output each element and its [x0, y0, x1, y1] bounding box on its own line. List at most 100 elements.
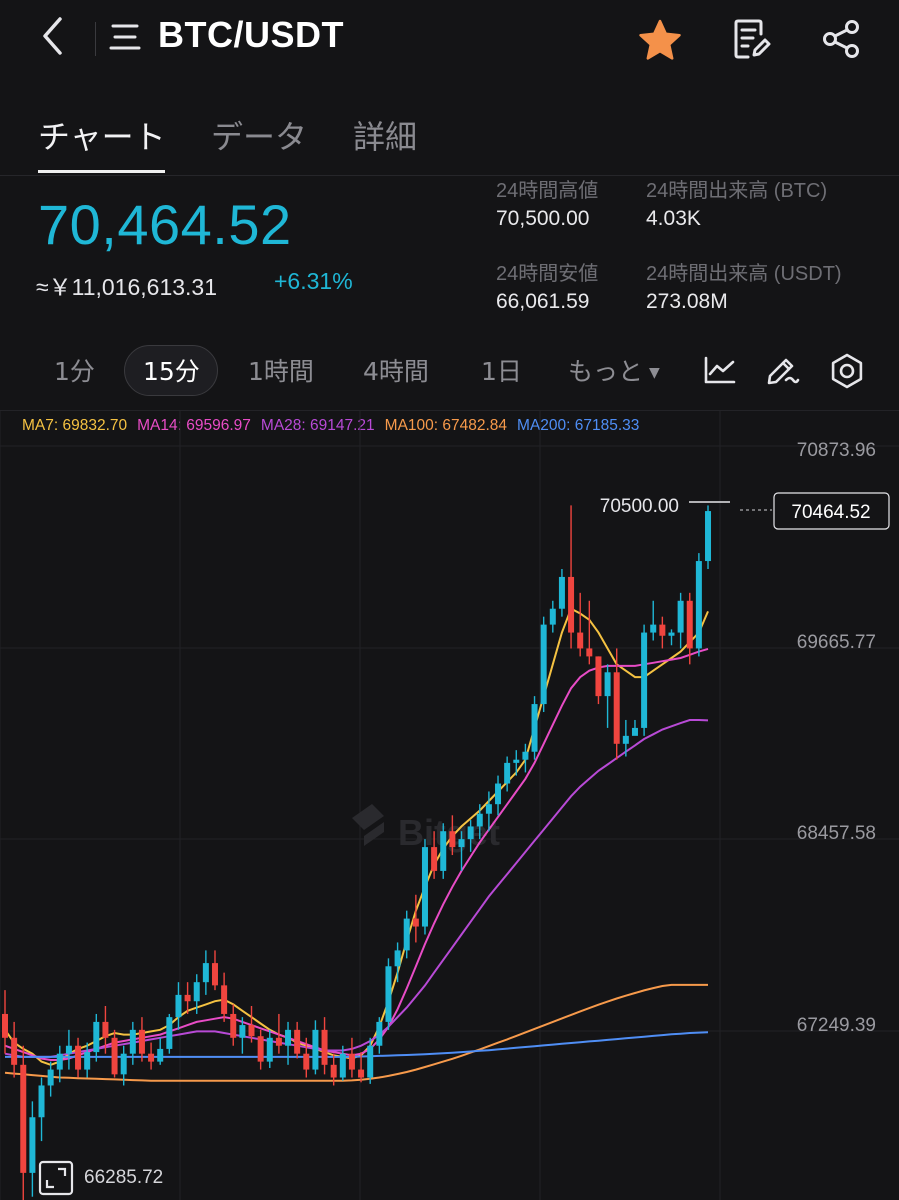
- candle: [221, 972, 228, 1022]
- ma-line-ma14: [4, 647, 709, 1061]
- candle-body: [221, 985, 228, 1014]
- candle: [294, 1021, 301, 1059]
- interval-1d[interactable]: 1日: [481, 357, 522, 386]
- candle: [148, 1042, 155, 1070]
- candle-body: [312, 1029, 319, 1070]
- candle: [47, 1061, 54, 1097]
- chart-fullscreen-icon[interactable]: [38, 1160, 74, 1196]
- candle-body: [211, 963, 218, 986]
- candle-body: [504, 762, 511, 784]
- candle-body: [449, 831, 456, 848]
- tabs-divider: [0, 175, 899, 176]
- candle-body: [348, 1053, 355, 1070]
- edit-note-icon[interactable]: [728, 16, 774, 62]
- candle-body: [184, 994, 191, 1002]
- candle-body: [622, 735, 629, 744]
- candle: [339, 1045, 346, 1081]
- candle-body: [266, 1037, 273, 1062]
- interval-1h[interactable]: 1時間: [248, 357, 314, 386]
- tab-details[interactable]: 詳細: [353, 118, 418, 156]
- candle: [540, 616, 547, 713]
- candle-body: [102, 1021, 109, 1038]
- candle: [641, 624, 648, 736]
- tab-chart[interactable]: チャート: [38, 118, 166, 156]
- settings-gear-icon[interactable]: [826, 350, 868, 392]
- candle-body: [431, 847, 438, 871]
- candlestick-chart[interactable]: Bitget 70873.96 69665.77 68457.58 67249.…: [0, 411, 899, 1200]
- candle-body: [193, 982, 200, 1002]
- candle: [668, 629, 675, 646]
- volume-usdt-value: 273.08M: [646, 290, 728, 313]
- candle: [93, 1013, 100, 1062]
- candle: [84, 1042, 91, 1078]
- interval-active-pill: [124, 345, 218, 396]
- candle-body: [303, 1053, 310, 1070]
- chart-top-border: [0, 410, 899, 411]
- candle-body: [485, 804, 492, 814]
- candle: [120, 1045, 127, 1086]
- low-marker-label: 66285.72: [84, 1167, 163, 1188]
- candle-body: [38, 1085, 45, 1118]
- candle-body: [421, 847, 428, 927]
- candle: [303, 1037, 310, 1078]
- candle-body: [175, 994, 182, 1018]
- candle-body: [705, 511, 712, 562]
- candle: [2, 990, 8, 1054]
- candle-body: [467, 826, 474, 840]
- candle: [412, 894, 419, 943]
- y-tick-label: 70873.96: [797, 440, 876, 461]
- candle-body: [148, 1053, 155, 1062]
- candle: [239, 1017, 246, 1054]
- candle: [650, 600, 657, 641]
- candle: [705, 505, 712, 569]
- candle: [75, 1037, 82, 1078]
- candle: [11, 1021, 18, 1078]
- ma200-legend: MA200: 67185.33: [517, 417, 640, 434]
- candle-body: [120, 1053, 127, 1075]
- indicator-line-icon[interactable]: [700, 350, 740, 390]
- header-divider: [95, 22, 96, 56]
- candle-body: [403, 918, 410, 951]
- interval-1m[interactable]: 1分: [54, 357, 95, 386]
- candle-body: [522, 751, 529, 760]
- candle: [330, 1053, 337, 1086]
- tab-data[interactable]: データ: [211, 118, 308, 156]
- candle: [248, 1006, 255, 1043]
- y-tick-label: 68457.58: [797, 823, 876, 844]
- chart-grid: [0, 411, 899, 1200]
- star-icon[interactable]: [636, 16, 684, 64]
- ma-line-ma28: [4, 719, 709, 1058]
- interval-more[interactable]: もっと ▼: [568, 352, 660, 388]
- share-icon[interactable]: [818, 16, 864, 62]
- candle-body: [330, 1064, 337, 1078]
- candle-body: [93, 1021, 100, 1053]
- candle: [376, 1017, 383, 1054]
- candle: [495, 775, 502, 816]
- candle: [485, 791, 492, 832]
- ma-legend: MA7: 69832.70 MA14: 69596.97 MA28: 69147.2…: [22, 414, 682, 437]
- interval-4h[interactable]: 4時間: [363, 357, 429, 386]
- candle-body: [686, 600, 693, 649]
- last-price-label: 70464.52: [791, 502, 870, 523]
- candle-body: [495, 783, 502, 805]
- candle-body: [650, 624, 657, 633]
- candle-body: [595, 656, 602, 697]
- candle: [476, 804, 483, 840]
- candle: [157, 1037, 164, 1065]
- candle: [595, 656, 602, 705]
- draw-tool-icon[interactable]: [762, 350, 802, 390]
- chevron-left-icon[interactable]: [30, 14, 74, 58]
- last-price-box: [773, 492, 890, 530]
- candle-body: [695, 561, 702, 649]
- candle: [175, 982, 182, 1030]
- candle: [513, 750, 520, 776]
- hamburger-menu-icon[interactable]: [106, 18, 144, 56]
- candle-body: [239, 1025, 246, 1038]
- interval-more-label: もっと: [568, 357, 644, 386]
- candle-body: [531, 704, 538, 752]
- interval-15m[interactable]: 15分: [143, 357, 200, 386]
- candle-body: [577, 632, 584, 649]
- candle-body: [668, 632, 675, 636]
- candle-body: [358, 1069, 365, 1078]
- high-24h-value: 70,500.00: [496, 207, 590, 230]
